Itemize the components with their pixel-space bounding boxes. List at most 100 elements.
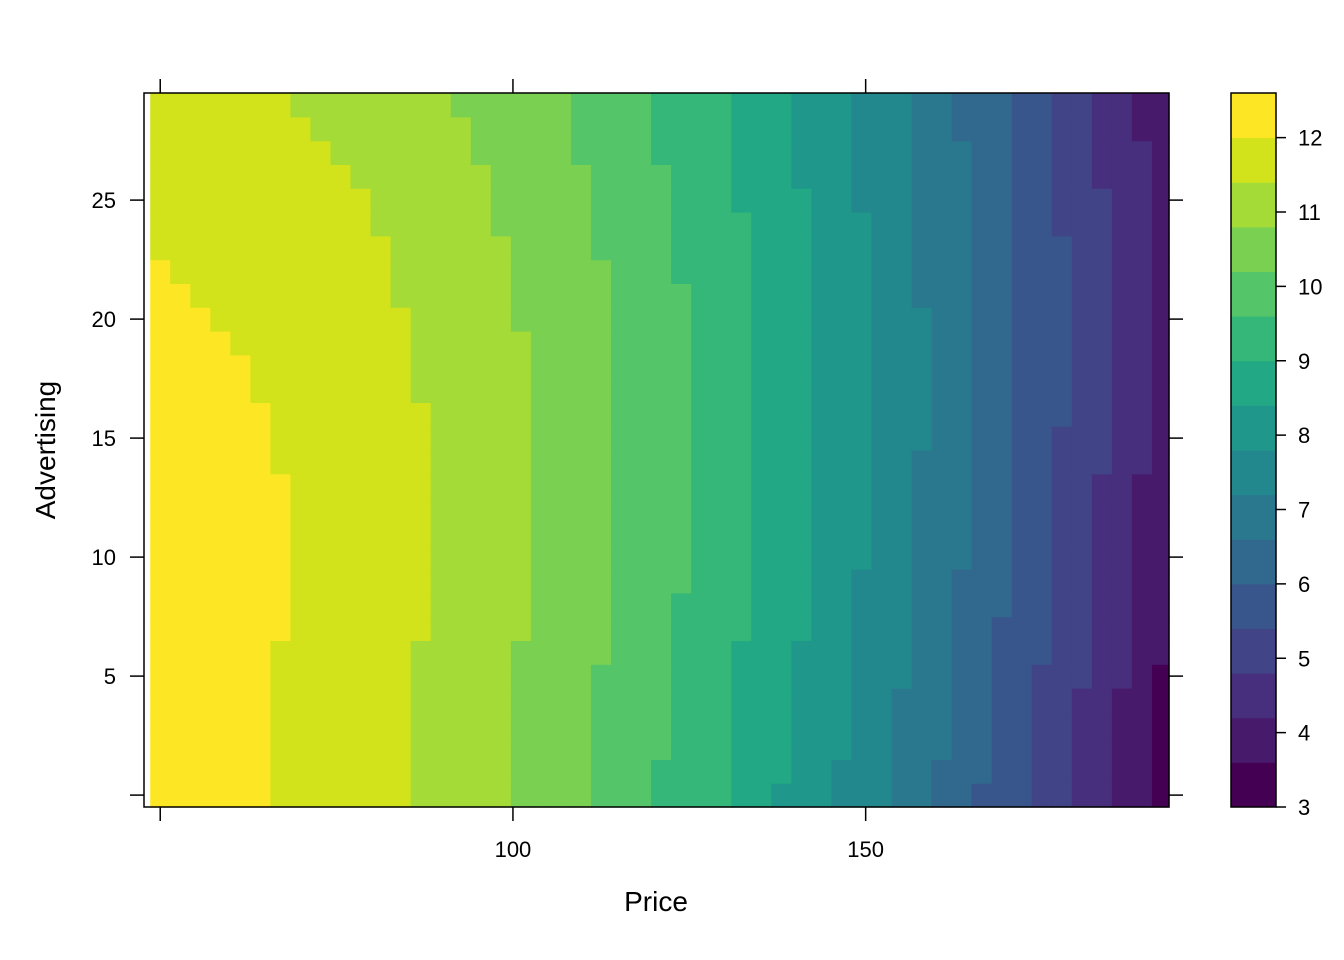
heatmap-cell (891, 140, 913, 165)
heatmap-cell (1111, 331, 1133, 356)
heatmap-cell (631, 235, 652, 261)
heatmap-cell (931, 497, 953, 522)
heatmap-cell (1051, 711, 1073, 737)
heatmap-cell (1011, 569, 1033, 594)
heatmap-cell (450, 307, 472, 332)
heatmap-cell (450, 521, 472, 546)
heatmap-cell (590, 569, 612, 594)
heatmap-cell (771, 497, 792, 522)
heatmap-cell (410, 426, 432, 451)
heatmap-cell (330, 521, 352, 546)
heatmap-cell (370, 569, 392, 594)
heatmap-cell (1091, 521, 1113, 546)
heatmap-cell (230, 378, 251, 403)
heatmap-cell (450, 331, 472, 356)
heatmap-cell (310, 450, 332, 475)
heatmap-cell (991, 497, 1013, 522)
heatmap-cell (570, 116, 592, 142)
heatmap-cell (410, 307, 432, 332)
heatmap-cell (310, 164, 332, 189)
heatmap-cell (671, 212, 692, 237)
heatmap-cell (851, 188, 873, 213)
heatmap-cell (150, 735, 171, 760)
heatmap-cell (651, 283, 672, 308)
heatmap-cell (1011, 640, 1033, 665)
heatmap-cell (530, 93, 552, 118)
heatmap-cell (450, 116, 472, 142)
heatmap-cell (210, 545, 231, 570)
heatmap-cell (831, 188, 853, 213)
heatmap-cell (470, 259, 492, 284)
heatmap-cell (470, 735, 492, 760)
heatmap-cell (691, 664, 712, 689)
heatmap-cell (390, 307, 412, 332)
heatmap-cell (651, 116, 672, 142)
heatmap-cell (891, 592, 913, 618)
heatmap-cell (1071, 283, 1093, 308)
heatmap-cell (510, 664, 532, 689)
heatmap-cell (931, 402, 953, 427)
heatmap-cell (430, 592, 452, 618)
heatmap-cell (651, 140, 672, 165)
heatmap-cell (530, 259, 552, 284)
heatmap-cell (1011, 688, 1033, 713)
heatmap-cell (330, 497, 352, 522)
heatmap-cell (871, 783, 893, 808)
heatmap-cell (651, 759, 672, 784)
heatmap-cell (390, 592, 412, 618)
heatmap-cell (570, 497, 592, 522)
heatmap-cell (550, 402, 572, 427)
heatmap-cell (1011, 473, 1033, 499)
heatmap-cell (350, 759, 372, 784)
heatmap-cell (1071, 188, 1093, 213)
color-key-swatch (1231, 539, 1276, 585)
heatmap-cell (230, 402, 251, 427)
heatmap-cell (691, 426, 712, 451)
heatmap-cell (1051, 378, 1073, 403)
heatmap-cell (1091, 711, 1113, 737)
heatmap-cell (550, 664, 572, 689)
heatmap-cell (190, 140, 211, 165)
heatmap-cell (1031, 164, 1053, 189)
heatmap-cell (530, 212, 552, 237)
heatmap-cell (270, 616, 292, 641)
heatmap-cell (190, 473, 211, 499)
heatmap-cell (631, 140, 652, 165)
heatmap-cell (791, 235, 812, 261)
heatmap-cell (911, 426, 933, 451)
heatmap-cell (791, 616, 812, 641)
heatmap-cell (931, 711, 953, 737)
heatmap-cell (871, 140, 893, 165)
heatmap-cell (871, 616, 893, 641)
heatmap-cell (550, 140, 572, 165)
heatmap-cell (350, 450, 372, 475)
heatmap-cell (590, 521, 612, 546)
heatmap-cell (731, 426, 752, 451)
heatmap-cell (611, 259, 632, 284)
heatmap-cell (691, 783, 712, 808)
heatmap-cell (711, 93, 732, 118)
heatmap-cell (911, 569, 933, 594)
heatmap-cell (691, 688, 712, 713)
heatmap-cell (210, 331, 231, 356)
heatmap-cell (250, 116, 272, 142)
heatmap-cell (450, 259, 472, 284)
heatmap-cell (170, 711, 191, 737)
heatmap-cell (831, 450, 853, 475)
heatmap-cell (290, 93, 312, 118)
heatmap-cell (170, 426, 191, 451)
heatmap-cell (310, 569, 332, 594)
heatmap-cell (1131, 331, 1153, 356)
heatmap-cell (550, 759, 572, 784)
heatmap-cell (470, 711, 492, 737)
heatmap-cell (270, 378, 292, 403)
heatmap-cell (330, 569, 352, 594)
heatmap-cell (851, 640, 873, 665)
heatmap-cell (170, 140, 191, 165)
heatmap-cell (691, 93, 712, 118)
heatmap-cell (370, 426, 392, 451)
heatmap-cell (691, 592, 712, 618)
heatmap-cell (871, 283, 893, 308)
heatmap-cell (1071, 616, 1093, 641)
heatmap-cell (731, 735, 752, 760)
